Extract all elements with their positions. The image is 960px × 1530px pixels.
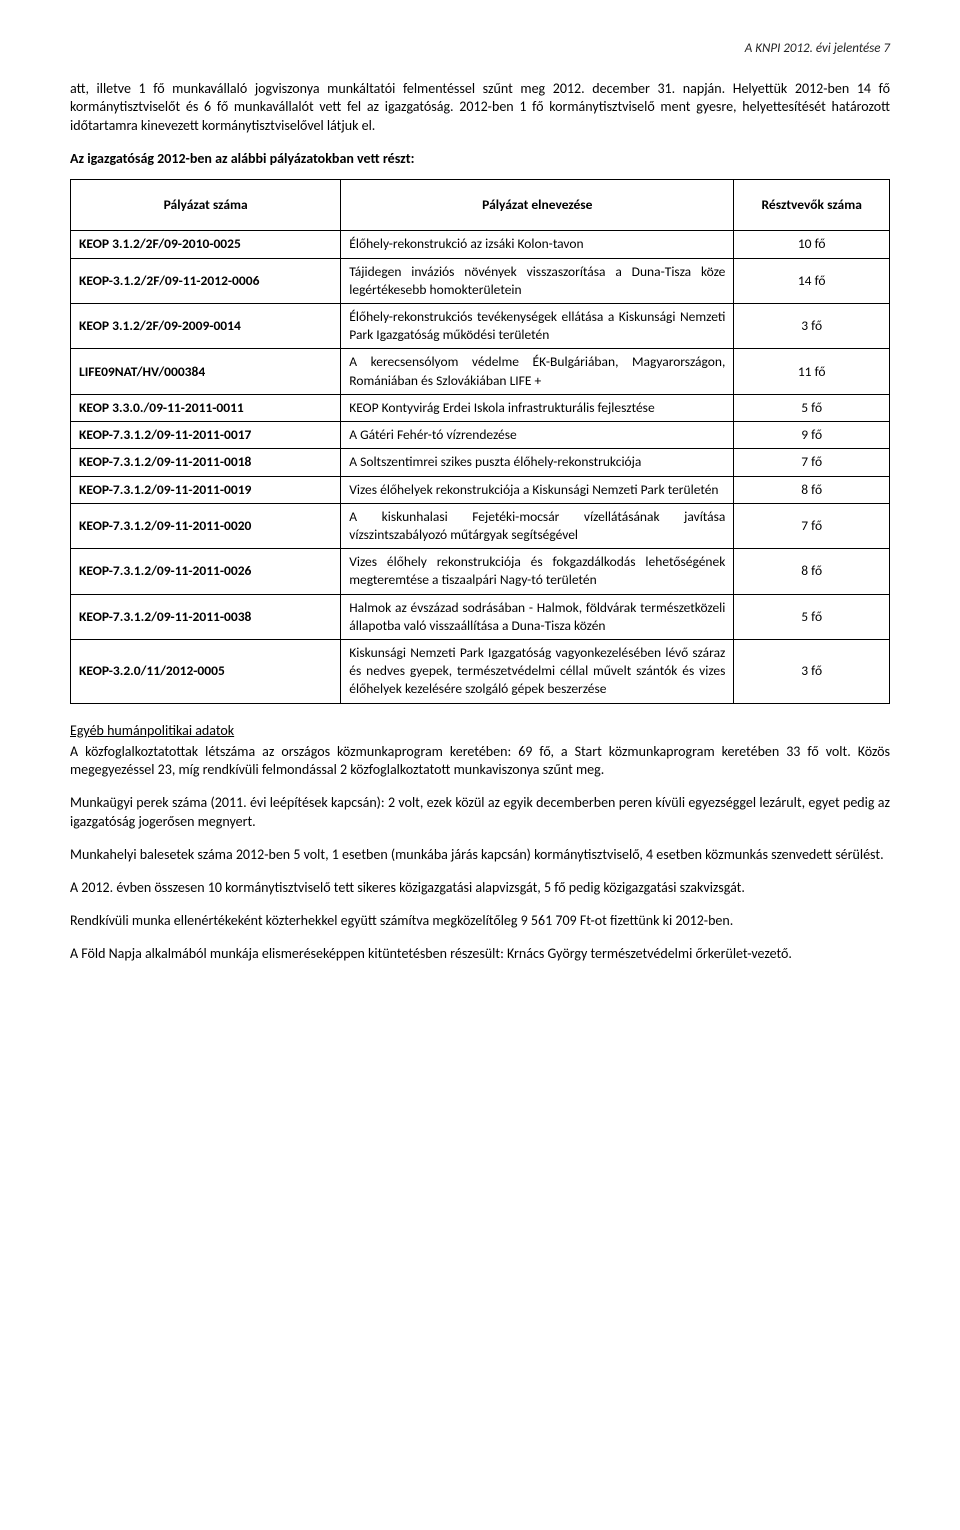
cell-code: KEOP-7.3.1.2/09-11-2011-0017: [71, 422, 341, 449]
cell-count: 11 fő: [734, 349, 890, 394]
table-row: LIFE09NAT/HV/000384A kerecsensólyom véde…: [71, 349, 890, 394]
section-heading-egyeb: Egyéb humánpolitikai adatok: [70, 722, 890, 741]
intro-paragraph: att, illetve 1 fő munkavállaló jogviszon…: [70, 80, 890, 137]
table-row: KEOP-7.3.1.2/09-11-2011-0018A Soltszenti…: [71, 449, 890, 476]
cell-code: KEOP-3.2.0/11/2012-0005: [71, 640, 341, 704]
table-row: KEOP-3.1.2/2F/09-11-2012-0006Tájidegen i…: [71, 258, 890, 303]
table-row: KEOP-7.3.1.2/09-11-2011-0038Halmok az év…: [71, 594, 890, 639]
table-row: KEOP 3.1.2/2F/09-2010-0025Élőhely-rekons…: [71, 231, 890, 258]
cell-count: 3 fő: [734, 640, 890, 704]
cell-code: KEOP 3.1.2/2F/09-2010-0025: [71, 231, 341, 258]
table-row: KEOP-3.2.0/11/2012-0005Kiskunsági Nemzet…: [71, 640, 890, 704]
cell-count: 10 fő: [734, 231, 890, 258]
cell-desc: Élőhely-rekonstrukció az izsáki Kolon-ta…: [341, 231, 734, 258]
cell-desc: KEOP Kontyvirág Erdei Iskola infrastrukt…: [341, 394, 734, 421]
body-paragraph: Munkahelyi balesetek száma 2012-ben 5 vo…: [70, 846, 890, 865]
cell-desc: A Gátéri Fehér-tó vízrendezése: [341, 422, 734, 449]
cell-count: 7 fő: [734, 449, 890, 476]
cell-code: KEOP 3.3.0./09-11-2011-0011: [71, 394, 341, 421]
table-row: KEOP-7.3.1.2/09-11-2011-0019Vizes élőhel…: [71, 476, 890, 503]
cell-desc: Tájidegen inváziós növények visszaszorít…: [341, 258, 734, 303]
cell-count: 8 fő: [734, 476, 890, 503]
cell-code: LIFE09NAT/HV/000384: [71, 349, 341, 394]
cell-desc: A kiskunhalasi Fejetéki-mocsár vízellátá…: [341, 503, 734, 548]
col-header-count: Résztvevők száma: [734, 180, 890, 231]
table-intro-heading: Az igazgatóság 2012-ben az alábbi pályáz…: [70, 150, 890, 169]
body-paragraph: A Föld Napja alkalmából munkája elismeré…: [70, 945, 890, 964]
cell-desc: Vizes élőhelyek rekonstrukciója a Kiskun…: [341, 476, 734, 503]
page-header: A KNPI 2012. évi jelentése 7: [70, 40, 890, 58]
body-paragraph: A közfoglalkoztatottak létszáma az orszá…: [70, 743, 890, 781]
body-paragraph: A 2012. évben összesen 10 kormánytisztvi…: [70, 879, 890, 898]
cell-count: 7 fő: [734, 503, 890, 548]
cell-desc: Vizes élőhely rekonstrukciója és fokgazd…: [341, 549, 734, 594]
cell-desc: A Soltszentimrei szikes puszta élőhely-r…: [341, 449, 734, 476]
body-paragraph: Munkaügyi perek száma (2011. évi leépíté…: [70, 794, 890, 832]
table-row: KEOP-7.3.1.2/09-11-2011-0017A Gátéri Feh…: [71, 422, 890, 449]
cell-code: KEOP-7.3.1.2/09-11-2011-0020: [71, 503, 341, 548]
body-paragraph: Rendkívüli munka ellenértékeként közterh…: [70, 912, 890, 931]
cell-desc: Élőhely-rekonstrukciós tevékenységek ell…: [341, 303, 734, 348]
table-header-row: Pályázat száma Pályázat elnevezése Részt…: [71, 180, 890, 231]
cell-code: KEOP-7.3.1.2/09-11-2011-0038: [71, 594, 341, 639]
cell-count: 5 fő: [734, 594, 890, 639]
palyazat-table: Pályázat száma Pályázat elnevezése Részt…: [70, 179, 890, 704]
cell-count: 14 fő: [734, 258, 890, 303]
table-row: KEOP-7.3.1.2/09-11-2011-0020A kiskunhala…: [71, 503, 890, 548]
cell-count: 8 fő: [734, 549, 890, 594]
cell-code: KEOP-7.3.1.2/09-11-2011-0019: [71, 476, 341, 503]
table-row: KEOP 3.3.0./09-11-2011-0011KEOP Kontyvir…: [71, 394, 890, 421]
cell-code: KEOP-3.1.2/2F/09-11-2012-0006: [71, 258, 341, 303]
cell-code: KEOP 3.1.2/2F/09-2009-0014: [71, 303, 341, 348]
cell-desc: Halmok az évszázad sodrásában - Halmok, …: [341, 594, 734, 639]
cell-code: KEOP-7.3.1.2/09-11-2011-0018: [71, 449, 341, 476]
col-header-code: Pályázat száma: [71, 180, 341, 231]
table-row: KEOP-7.3.1.2/09-11-2011-0026Vizes élőhel…: [71, 549, 890, 594]
cell-count: 9 fő: [734, 422, 890, 449]
cell-count: 3 fő: [734, 303, 890, 348]
cell-desc: A kerecsensólyom védelme ÉK-Bulgáriában,…: [341, 349, 734, 394]
cell-desc: Kiskunsági Nemzeti Park Igazgatóság vagy…: [341, 640, 734, 704]
cell-code: KEOP-7.3.1.2/09-11-2011-0026: [71, 549, 341, 594]
cell-count: 5 fő: [734, 394, 890, 421]
table-row: KEOP 3.1.2/2F/09-2009-0014Élőhely-rekons…: [71, 303, 890, 348]
col-header-desc: Pályázat elnevezése: [341, 180, 734, 231]
